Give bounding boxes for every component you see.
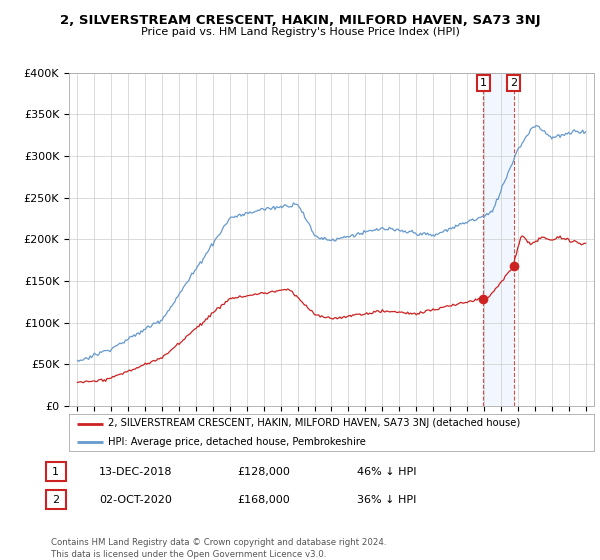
Text: £168,000: £168,000 — [237, 494, 290, 505]
Text: Price paid vs. HM Land Registry's House Price Index (HPI): Price paid vs. HM Land Registry's House … — [140, 27, 460, 37]
Text: 02-OCT-2020: 02-OCT-2020 — [99, 494, 172, 505]
Text: 46% ↓ HPI: 46% ↓ HPI — [357, 466, 416, 477]
Text: 1: 1 — [480, 78, 487, 88]
Text: 2, SILVERSTREAM CRESCENT, HAKIN, MILFORD HAVEN, SA73 3NJ: 2, SILVERSTREAM CRESCENT, HAKIN, MILFORD… — [59, 14, 541, 27]
Text: 2, SILVERSTREAM CRESCENT, HAKIN, MILFORD HAVEN, SA73 3NJ (detached house): 2, SILVERSTREAM CRESCENT, HAKIN, MILFORD… — [109, 418, 521, 428]
Bar — [483, 73, 514, 406]
Text: 1: 1 — [52, 466, 59, 477]
Text: 36% ↓ HPI: 36% ↓ HPI — [357, 494, 416, 505]
Text: HPI: Average price, detached house, Pembrokeshire: HPI: Average price, detached house, Pemb… — [109, 437, 366, 447]
Text: Contains HM Land Registry data © Crown copyright and database right 2024.
This d: Contains HM Land Registry data © Crown c… — [51, 538, 386, 559]
Text: 13-DEC-2018: 13-DEC-2018 — [99, 466, 173, 477]
Text: 2: 2 — [52, 494, 59, 505]
Text: £128,000: £128,000 — [237, 466, 290, 477]
Text: 2: 2 — [510, 78, 517, 88]
